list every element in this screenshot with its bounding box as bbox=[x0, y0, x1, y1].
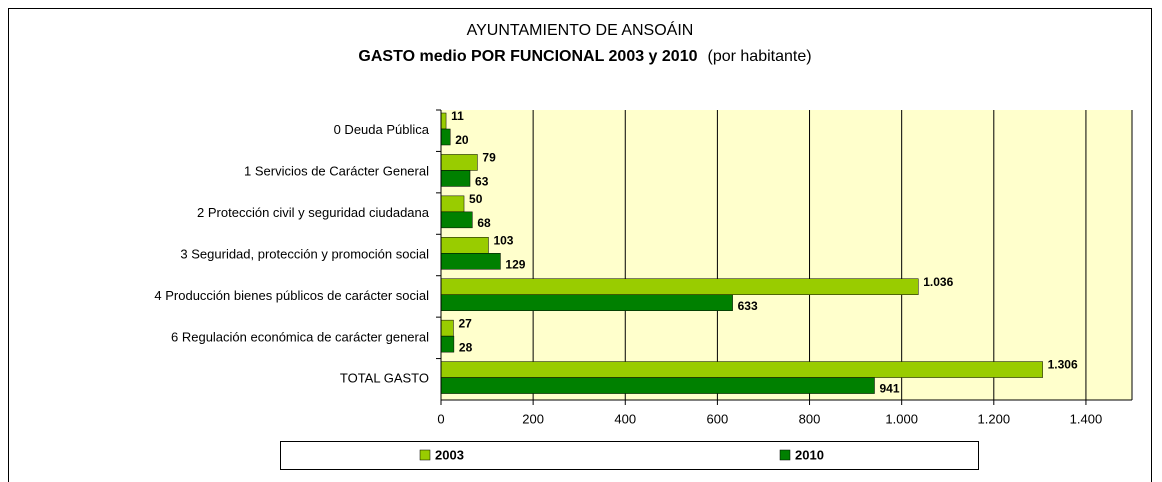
value-label: 28 bbox=[459, 340, 473, 354]
y-tick-label: 3 Seguridad, protección y promoción soci… bbox=[180, 246, 429, 261]
x-tick-label: 0 bbox=[437, 411, 444, 426]
value-label: 63 bbox=[475, 175, 489, 189]
x-tick-label: 600 bbox=[707, 411, 729, 426]
value-label: 27 bbox=[458, 316, 472, 330]
bar bbox=[440, 170, 471, 187]
x-tick-label: 1.400 bbox=[1070, 411, 1103, 426]
legend-swatch bbox=[779, 449, 791, 461]
bar bbox=[440, 128, 451, 146]
bar bbox=[440, 278, 919, 295]
x-tick-label: 800 bbox=[799, 411, 821, 426]
bar bbox=[440, 195, 465, 213]
value-label: 79 bbox=[482, 151, 496, 165]
value-label: 129 bbox=[505, 257, 525, 271]
chart-subtitle: GASTO medio POR FUNCIONAL 2003 y 2010 (po… bbox=[358, 48, 811, 65]
y-tick-label: 1 Servicios de Carácter General bbox=[244, 164, 429, 179]
legend-box bbox=[280, 441, 979, 470]
value-label: 1.306 bbox=[1048, 358, 1078, 372]
bar bbox=[440, 335, 455, 353]
bar bbox=[440, 211, 473, 229]
legend-label: 2003 bbox=[435, 447, 464, 462]
value-label: 103 bbox=[493, 233, 513, 247]
y-tick-label: 6 Regulación económica de carácter gener… bbox=[171, 329, 429, 344]
y-tick-label: 4 Producción bienes públicos de carácter… bbox=[154, 288, 429, 303]
y-tick-label: TOTAL GASTO bbox=[340, 371, 429, 386]
y-tick-label: 2 Protección civil y seguridad ciudadana bbox=[197, 205, 430, 220]
bar bbox=[440, 361, 1043, 378]
value-label: 633 bbox=[738, 299, 758, 313]
bar bbox=[440, 319, 454, 337]
x-tick-label: 1.000 bbox=[885, 411, 918, 426]
value-label: 50 bbox=[469, 192, 483, 206]
value-label: 11 bbox=[451, 109, 464, 123]
legend-label: 2010 bbox=[795, 447, 824, 462]
y-tick-label: 0 Deuda Pública bbox=[334, 122, 430, 137]
value-label: 20 bbox=[455, 133, 469, 147]
bar bbox=[440, 237, 489, 254]
x-tick-label: 1.200 bbox=[978, 411, 1011, 426]
value-label: 68 bbox=[477, 216, 491, 230]
value-label: 941 bbox=[879, 382, 899, 396]
bar bbox=[440, 294, 733, 311]
subtitle-note: (por habitante) bbox=[708, 48, 812, 65]
bar bbox=[440, 377, 875, 394]
bar bbox=[440, 154, 478, 171]
x-tick-label: 400 bbox=[614, 411, 636, 426]
x-tick-label: 200 bbox=[522, 411, 544, 426]
chart-title: AYUNTAMIENTO DE ANSOÁIN bbox=[467, 20, 694, 39]
bar bbox=[440, 112, 447, 130]
plot-area bbox=[441, 110, 1132, 400]
subtitle-main: GASTO medio POR FUNCIONAL 2003 y 2010 bbox=[358, 48, 697, 65]
legend-swatch bbox=[419, 449, 431, 461]
value-label: 1.036 bbox=[923, 275, 953, 289]
bar bbox=[440, 253, 501, 270]
